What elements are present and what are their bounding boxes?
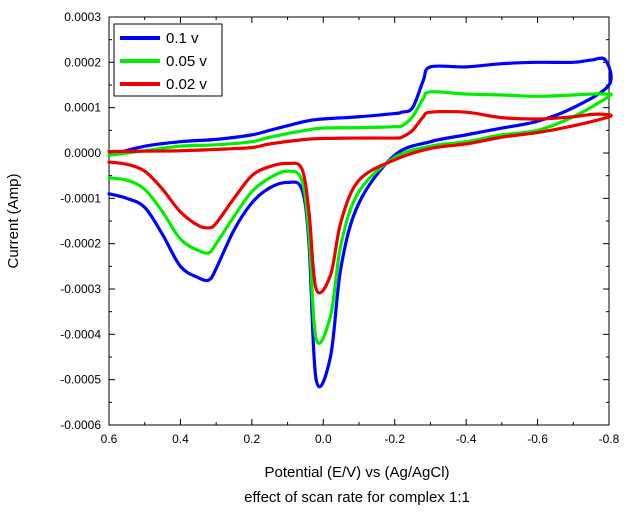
data-series xyxy=(107,56,613,389)
x-tick-label-6: -0.6 xyxy=(527,432,548,446)
chart-subtitle: effect of scan rate for complex 1:1 xyxy=(244,489,470,506)
x-axis-title: Potential (E/V) vs (Ag/AgCl) xyxy=(264,464,449,481)
series-line-2 xyxy=(107,109,613,295)
y-tick-label-7: -0.0004 xyxy=(60,327,101,341)
axis-ticks: 0.6 0.4 0.2 0.0 -0.2 -0.4 -0.6 -0.8 0.0003 0.0002… xyxy=(60,10,619,446)
legend-label-1: 0.05 v xyxy=(166,53,207,70)
y-axis-title: Current (Amp) xyxy=(5,173,22,268)
x-tick-label-0: 0.6 xyxy=(101,432,118,446)
y-tick-label-6: -0.0003 xyxy=(60,282,101,296)
legend-label-0: 0.1 v xyxy=(166,30,199,47)
series-line-0 xyxy=(107,56,613,389)
legend-label-2: 0.02 v xyxy=(166,76,207,93)
y-tick-label-9: -0.0006 xyxy=(60,418,101,432)
y-tick-label-4: -0.0001 xyxy=(60,191,101,205)
x-tick-label-3: 0.0 xyxy=(315,432,332,446)
y-tick-label-0: 0.0003 xyxy=(64,10,101,24)
series-line-1 xyxy=(107,90,613,345)
x-tick-label-2: 0.2 xyxy=(244,432,261,446)
y-tick-label-2: 0.0001 xyxy=(64,101,101,115)
y-tick-label-3: 0.0000 xyxy=(64,146,101,160)
x-tick-label-4: -0.2 xyxy=(384,432,405,446)
y-tick-label-8: -0.0005 xyxy=(60,373,101,387)
legend: 0.1 v 0.05 v 0.02 v xyxy=(113,23,223,97)
y-tick-label-5: -0.0002 xyxy=(60,237,101,251)
x-tick-label-1: 0.4 xyxy=(172,432,189,446)
x-tick-label-7: -0.8 xyxy=(599,432,620,446)
y-tick-label-1: 0.0002 xyxy=(64,55,101,69)
x-tick-label-5: -0.4 xyxy=(456,432,477,446)
